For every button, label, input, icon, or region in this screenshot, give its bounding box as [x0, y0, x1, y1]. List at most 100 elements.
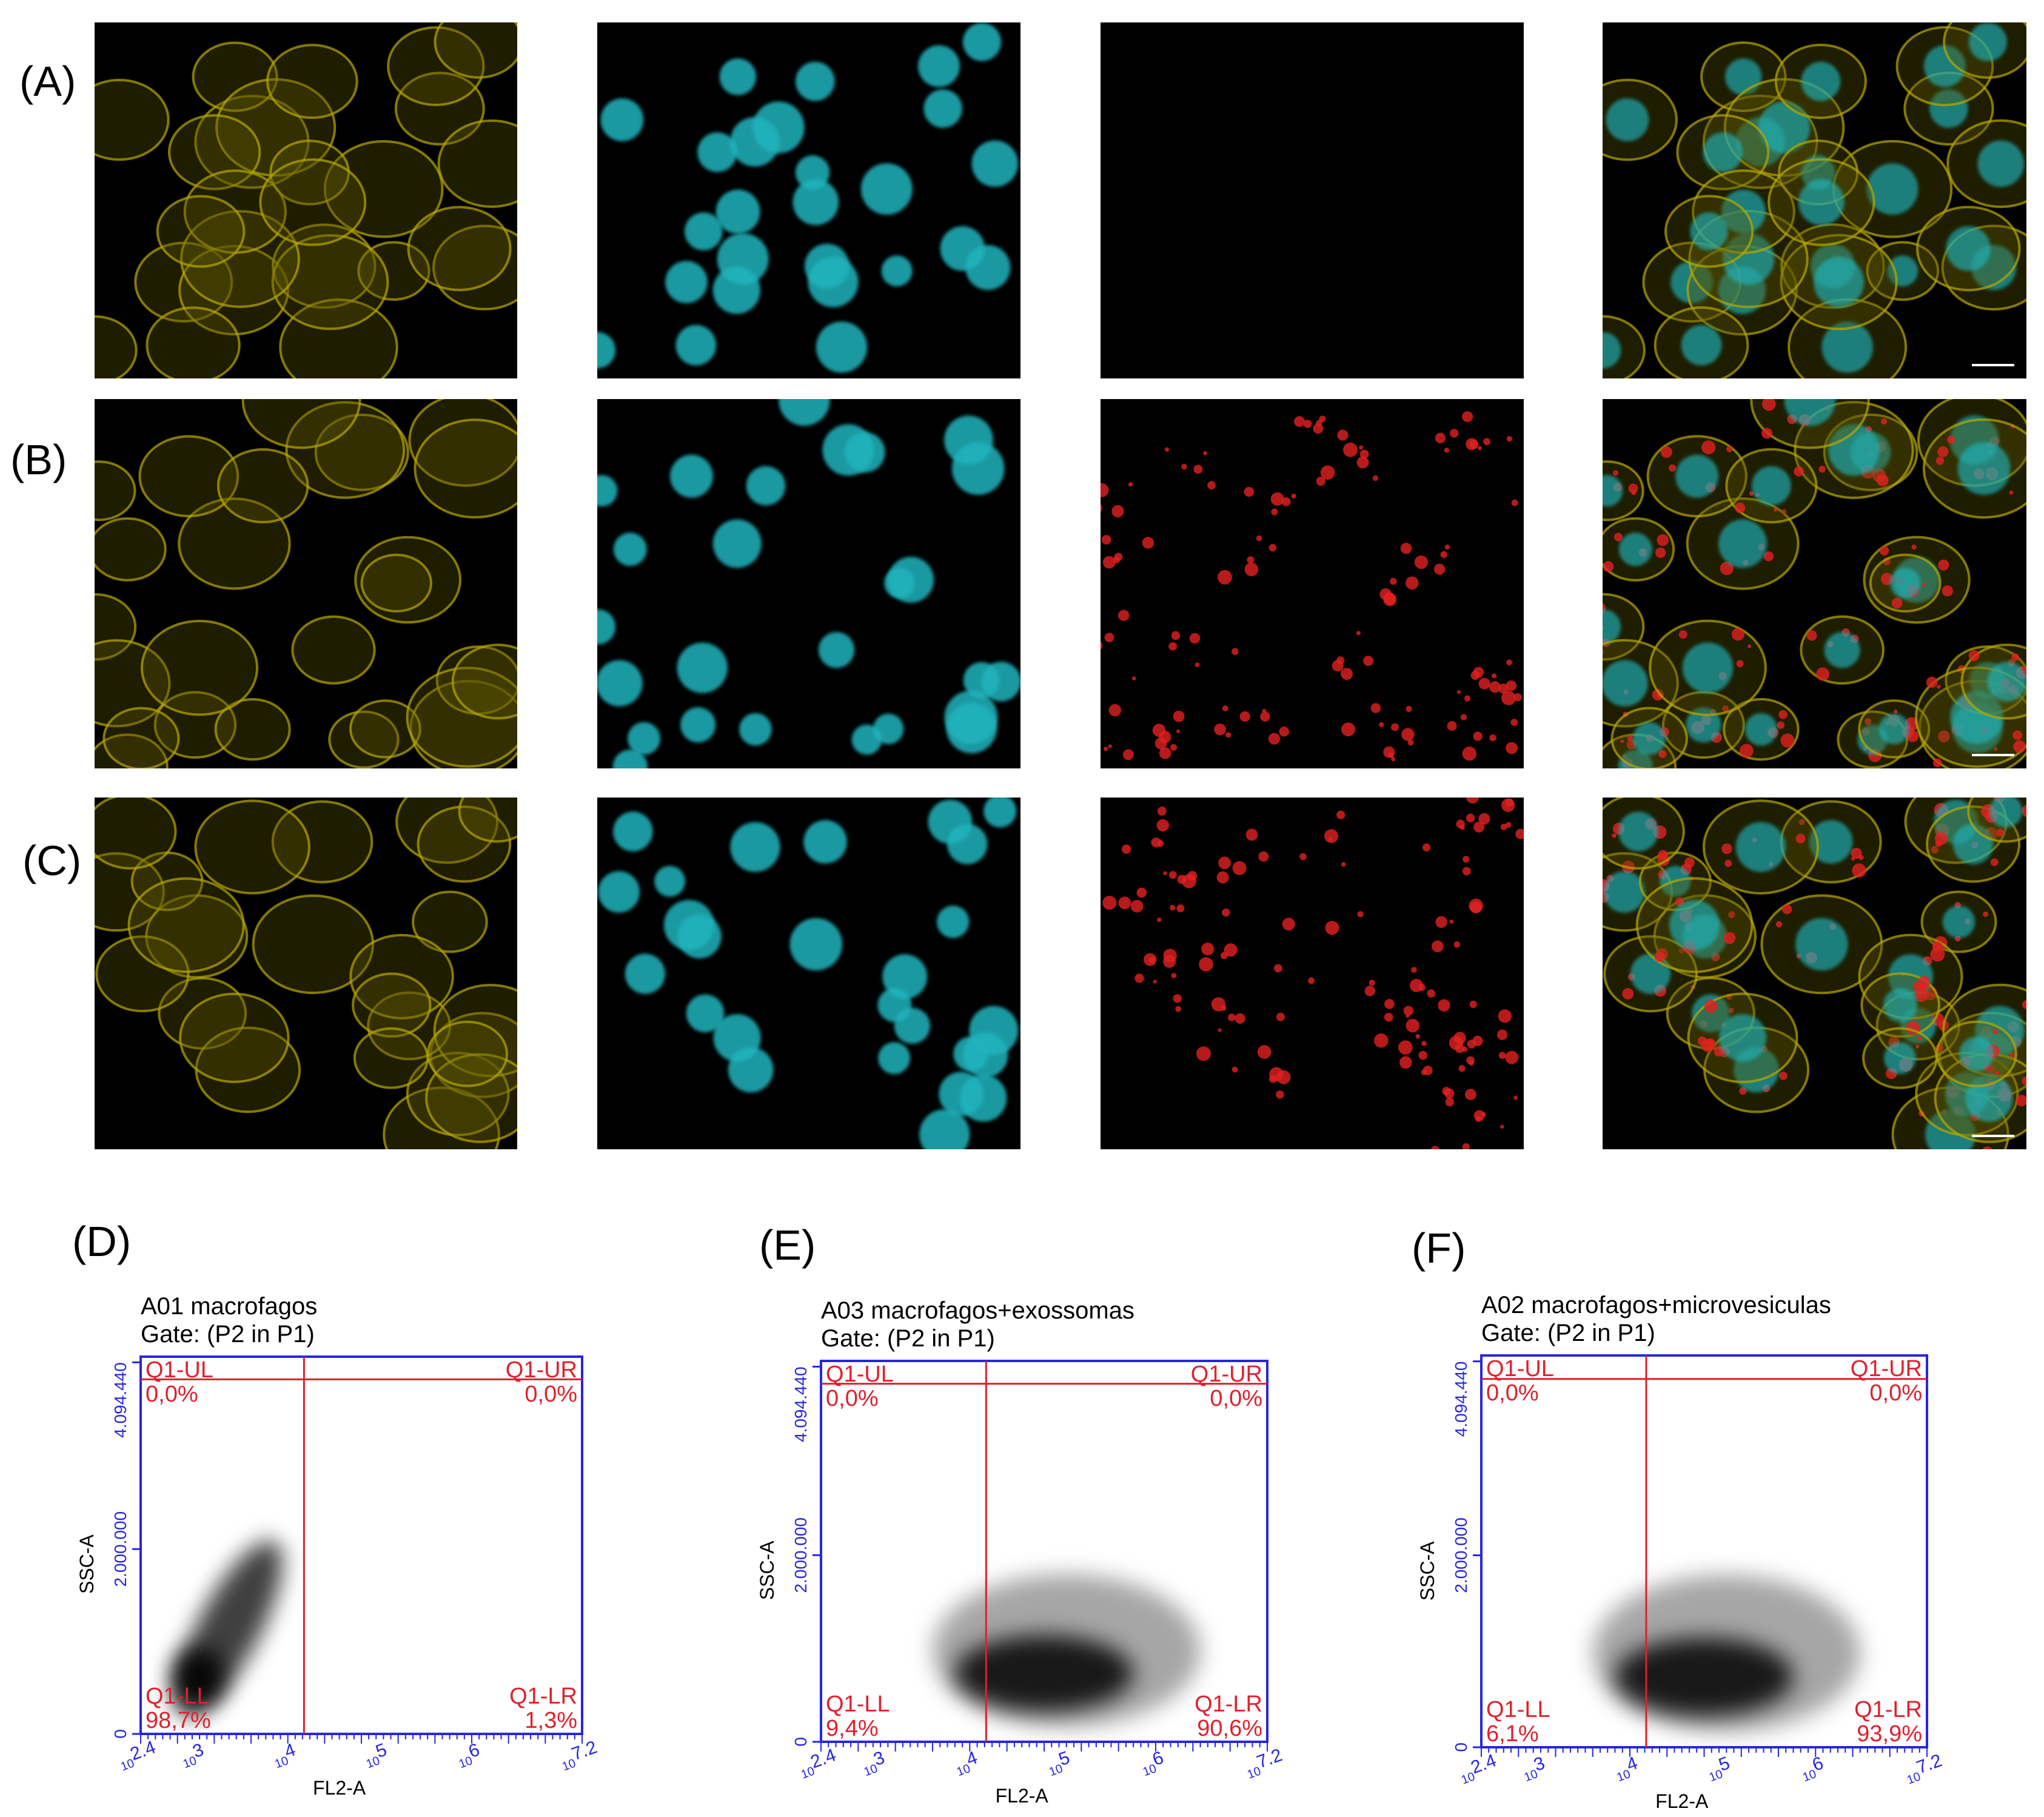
nucleus [752, 101, 805, 153]
cell-membrane [271, 800, 374, 884]
nucleus [1946, 226, 1991, 271]
nucleus [803, 820, 847, 864]
vesicle [1435, 432, 1446, 443]
vesicle [1157, 806, 1167, 816]
nucleus [951, 442, 1005, 495]
nucleus [1784, 399, 1836, 426]
cell-membrane [259, 158, 367, 246]
y-tick-label: 2.000.000 [111, 1511, 130, 1587]
vesicle [1101, 503, 1102, 512]
vesicle [1406, 1018, 1420, 1033]
vesicle [1697, 1036, 1707, 1046]
vesicle [1747, 644, 1752, 648]
vesicle [1513, 693, 1522, 702]
nucleus [923, 89, 962, 128]
vesicle [1407, 739, 1414, 746]
vesicle [1356, 631, 1361, 636]
nucleus [1950, 690, 2004, 744]
nucleus [1744, 713, 1778, 746]
vesicle [1816, 667, 1830, 681]
nucleus [877, 988, 912, 1023]
nucleus [779, 399, 830, 426]
plot-gate: Gate: (P2 in P1) [141, 1321, 315, 1348]
nucleus [882, 954, 928, 999]
quadrant-percent: 6,1% [1486, 1721, 1539, 1747]
cell-membrane [387, 26, 485, 107]
micrograph [95, 399, 517, 768]
vesicle [1937, 685, 1941, 689]
vesicle [1449, 919, 1454, 924]
vesicle [1515, 828, 1524, 839]
nucleus [1670, 261, 1714, 304]
vesicle [1401, 728, 1415, 741]
nucleus [613, 811, 653, 851]
vesicle [1990, 858, 1999, 867]
vesicle [1211, 997, 1226, 1012]
vesicle [1163, 949, 1177, 962]
cell-membrane [407, 206, 512, 292]
cell-membrane [314, 413, 409, 491]
nucleus [1813, 257, 1865, 307]
nucleus [1633, 722, 1666, 755]
cell-membrane [352, 972, 432, 1038]
nucleus [1606, 98, 1649, 141]
vesicle [1798, 819, 1805, 825]
vesicle [1491, 673, 1497, 679]
vesicle [1489, 681, 1501, 693]
vesicle [1506, 680, 1517, 691]
vesicle [1279, 726, 1290, 737]
plot-gate: Gate: (P2 in P1) [821, 1325, 995, 1352]
cell-membrane [323, 139, 444, 238]
nucleus [1957, 442, 2011, 495]
cell-membrane [95, 517, 167, 582]
vesicle [1444, 448, 1450, 453]
vesicle [1176, 904, 1185, 913]
cell-membrane [406, 667, 517, 768]
nucleus [1890, 568, 1921, 599]
vesicle [1806, 630, 1817, 641]
quadrant-percent: 0,0% [1210, 1386, 1262, 1411]
vesicle [1922, 583, 1926, 587]
panel-label: (F) [1412, 1224, 1466, 1272]
nucleus [792, 179, 839, 226]
vesicle [1399, 1056, 1412, 1069]
vesicle [1728, 911, 1735, 918]
nucleus [1718, 1014, 1767, 1062]
vesicle [1329, 837, 1333, 842]
micrograph [95, 22, 517, 378]
vesicle [1369, 979, 1375, 986]
nucleus [1603, 871, 1646, 913]
cell-membrane [426, 1020, 508, 1087]
event-cloud [1615, 1637, 1794, 1716]
vesicle [1364, 986, 1376, 996]
vesicle [1444, 544, 1450, 550]
cell-membrane [252, 894, 375, 995]
vesicle [1239, 711, 1250, 722]
nucleus [808, 257, 859, 307]
vesicle [1403, 1006, 1413, 1016]
nucleus [739, 713, 772, 746]
quadrant-name: Q1-UL [1486, 1356, 1554, 1382]
vesicle [1706, 1038, 1715, 1048]
vesicle [1216, 871, 1229, 884]
quadrant-name: Q1-UR [506, 1357, 577, 1383]
cell-membrane [241, 399, 361, 449]
quadrant-percent: 93,9% [1857, 1721, 1922, 1747]
cell-membrane [409, 679, 517, 768]
micrograph [597, 798, 1020, 1149]
vesicle [1163, 871, 1167, 876]
vesicle [1359, 449, 1369, 459]
cell-membrane [146, 306, 241, 378]
vesicle [1932, 941, 1943, 952]
vesicle [1466, 798, 1479, 804]
vesicle [1316, 420, 1322, 426]
nucleus [712, 519, 762, 568]
panel-label: (B) [10, 436, 67, 483]
nucleus [697, 132, 737, 172]
nucleus [1887, 255, 1918, 287]
vesicle [1864, 717, 1872, 725]
vesicle [1201, 942, 1215, 956]
cell-membrane [95, 78, 170, 161]
